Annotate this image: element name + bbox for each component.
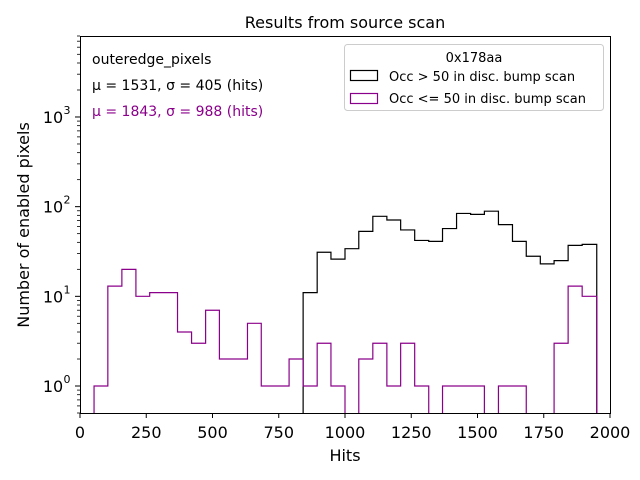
plot-frame bbox=[80, 36, 611, 414]
series-layer bbox=[93, 210, 598, 413]
y-tick-exponent: 1 bbox=[64, 283, 71, 296]
legend: 0x178aa Occ > 50 in disc. bump scan Occ … bbox=[344, 44, 604, 111]
annotation-stats-black: μ = 1531, σ = 405 (hits) bbox=[92, 78, 263, 94]
annotation-dataset-name: outeredge_pixels bbox=[92, 52, 211, 68]
y-tick-label: 10 bbox=[43, 108, 63, 127]
legend-label-black: Occ > 50 in disc. bump scan bbox=[389, 70, 575, 85]
x-tick-label: 1000 bbox=[325, 423, 366, 442]
x-tick-label: 750 bbox=[263, 423, 294, 442]
chart-title: Results from source scan bbox=[245, 13, 445, 32]
x-tick-label: 1250 bbox=[391, 423, 432, 442]
legend-swatch-black bbox=[349, 69, 379, 82]
y-tick-label: 10 bbox=[43, 198, 63, 217]
y-tick-label: 10 bbox=[43, 377, 63, 396]
y-axis-label: Number of enabled pixels bbox=[14, 122, 33, 328]
y-tick-label: 10 bbox=[43, 287, 63, 306]
x-tick-label: 1750 bbox=[523, 423, 564, 442]
series-0-step-outline bbox=[302, 210, 598, 413]
x-axis-label: Hits bbox=[329, 446, 360, 465]
x-tick-label: 0 bbox=[75, 423, 85, 442]
annotation-stats-purple: μ = 1843, σ = 988 (hits) bbox=[92, 104, 263, 120]
series-1-step-outline bbox=[93, 268, 598, 413]
legend-box bbox=[344, 44, 604, 111]
y-tick-exponent: 2 bbox=[64, 194, 71, 207]
y-tick-exponent: 3 bbox=[64, 104, 71, 117]
x-tick-label: 2000 bbox=[590, 423, 631, 442]
x-tick-label: 250 bbox=[131, 423, 162, 442]
legend-swatch-purple bbox=[349, 92, 379, 105]
x-tick-label: 500 bbox=[197, 423, 228, 442]
legend-label-purple: Occ <= 50 in disc. bump scan bbox=[389, 92, 586, 107]
legend-title: 0x178aa bbox=[446, 51, 503, 66]
y-tick-exponent: 0 bbox=[64, 373, 71, 386]
x-tick-label: 1500 bbox=[457, 423, 498, 442]
